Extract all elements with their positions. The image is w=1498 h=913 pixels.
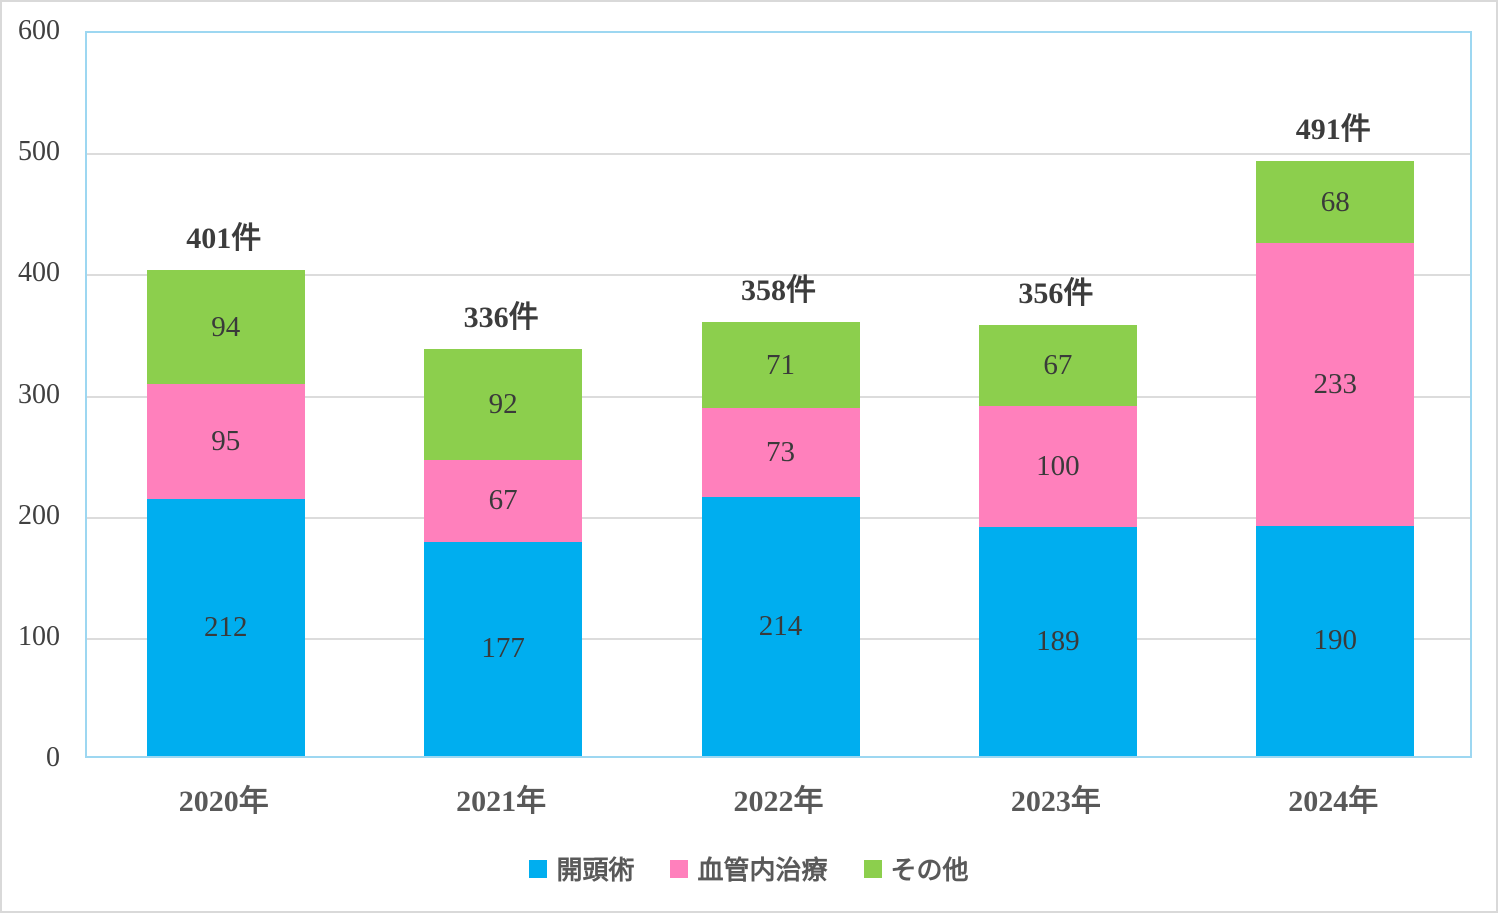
segment-value-label: 67 [1043, 348, 1073, 381]
bar-segment-血管内治療: 95 [146, 384, 305, 500]
x-category-label-2020年: 2020年 [178, 785, 269, 818]
y-tick-label-100: 100 [18, 620, 60, 652]
bar-segment-開頭術: 177 [424, 541, 583, 756]
x-category-label-2023年: 2023年 [1010, 785, 1101, 818]
bar-segment-血管内治療: 67 [424, 460, 583, 542]
bar-segment-その他: 71 [701, 322, 860, 409]
segment-value-label: 68 [1320, 185, 1350, 218]
legend-swatch-icon [863, 859, 882, 878]
total-label-2023年: 356件 [1018, 276, 1094, 310]
legend-item-開頭術: 開頭術 [529, 850, 634, 887]
legend-label: 開頭術 [556, 856, 635, 886]
y-tick-label-500: 500 [18, 136, 60, 168]
segment-value-label: 190 [1313, 624, 1358, 657]
legend-label: 血管内治療 [697, 856, 828, 886]
y-tick-label-0: 0 [46, 742, 60, 773]
legend-item-その他: その他 [863, 850, 969, 887]
legend-swatch-icon [670, 859, 689, 878]
legend-item-血管内治療: 血管内治療 [670, 850, 828, 887]
gridline-400 [87, 274, 1470, 277]
segment-value-label: 177 [481, 632, 525, 665]
y-tick-label-400: 400 [18, 257, 60, 289]
segment-value-label: 95 [211, 425, 241, 458]
total-label-2024年: 491件 [1295, 113, 1371, 147]
segment-value-label: 92 [488, 388, 518, 421]
legend-label: その他 [890, 856, 969, 886]
y-tick-label-300: 300 [18, 378, 60, 410]
bar-segment-その他: 67 [978, 324, 1137, 406]
bar-2022年: 214 73 71 [701, 29, 860, 756]
bar-2021年: 177 67 92 [424, 29, 583, 756]
segment-value-label: 214 [758, 609, 803, 642]
bar-segment-その他: 92 [424, 348, 583, 461]
legend-swatch-icon [529, 859, 548, 878]
bar-segment-その他: 94 [146, 270, 305, 385]
segment-value-label: 73 [766, 436, 795, 468]
total-label-2020年: 401件 [186, 222, 262, 256]
total-label-2021年: 336件 [463, 300, 539, 334]
bar-segment-開頭術: 214 [701, 496, 860, 756]
bar-segment-開頭術: 189 [978, 527, 1137, 756]
x-category-label-2024年: 2024年 [1288, 785, 1379, 818]
gridline-500 [87, 153, 1470, 156]
segment-value-label: 100 [1036, 449, 1080, 482]
bar-segment-血管内治療: 73 [701, 408, 860, 497]
total-label-2022年: 358件 [741, 274, 816, 308]
legend: 開頭術 血管内治療 その他 [2, 850, 1496, 887]
y-tick-label-200: 200 [18, 499, 60, 531]
segment-value-label: 212 [203, 611, 248, 644]
segment-value-label: 233 [1313, 368, 1358, 401]
segment-value-label: 67 [488, 484, 518, 517]
bar-segment-その他: 68 [1256, 161, 1415, 244]
x-category-label-2022年: 2022年 [733, 785, 824, 818]
y-tick-label-600: 600 [18, 15, 60, 46]
bar-segment-開頭術: 212 [146, 499, 305, 756]
segment-value-label: 71 [766, 348, 795, 381]
x-category-label-2021年: 2021年 [456, 785, 547, 818]
segment-value-label: 189 [1036, 625, 1080, 657]
bar-2020年: 212 95 94 [146, 29, 305, 756]
bar-segment-開頭術: 190 [1256, 525, 1415, 756]
bar-2024年: 190 233 68 [1256, 29, 1415, 756]
bar-2023年: 189 100 67 [978, 29, 1137, 756]
segment-value-label: 94 [211, 310, 241, 343]
bar-segment-血管内治療: 233 [1256, 243, 1415, 526]
plot-area: 212 95 94 177 67 92 214 73 71 189 100 67 190 233 68 [85, 31, 1472, 758]
bar-segment-血管内治療: 100 [978, 405, 1137, 527]
